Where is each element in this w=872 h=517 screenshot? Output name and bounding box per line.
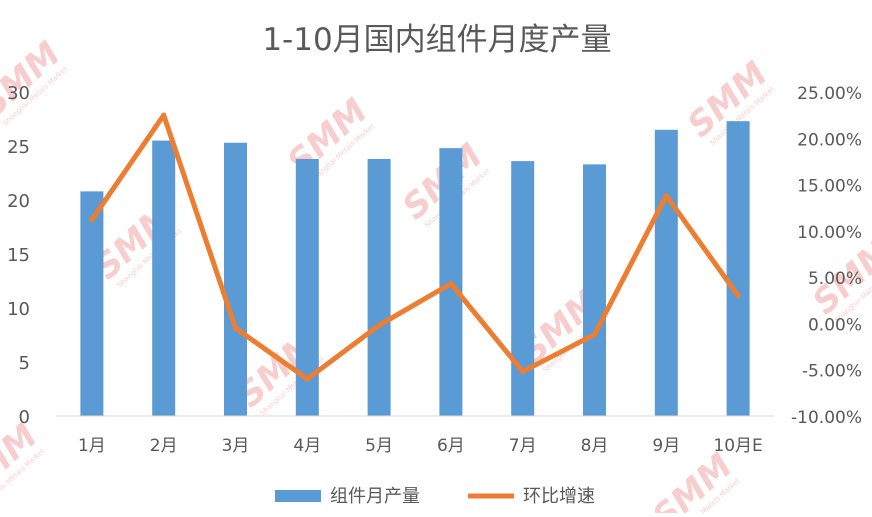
right-axis-tick-label: 5.00% <box>808 269 862 289</box>
category-label: 6月 <box>437 436 465 456</box>
watermark-logo-text: SMM <box>645 446 740 513</box>
bar <box>654 129 678 417</box>
line-point <box>592 332 597 338</box>
line-point <box>233 325 238 331</box>
right-axis-tick-label: 15.00% <box>797 177 862 197</box>
bar <box>367 158 391 416</box>
line-point <box>663 193 669 199</box>
category-label: 9月 <box>652 436 680 456</box>
left-axis-ticks: 0 5 10 15 20 25 30 <box>7 83 30 428</box>
left-axis-tick-label: 30 <box>7 83 30 104</box>
right-axis-tick-label: -5.00% <box>802 362 862 382</box>
left-axis-tick-label: 10 <box>7 299 30 320</box>
category-label: 1月 <box>78 436 106 456</box>
category-label: 10月E <box>713 436 762 456</box>
right-axis-tick-label: 10.00% <box>797 223 862 243</box>
right-axis-tick-label: 25.00% <box>797 84 862 104</box>
right-axis-tick-label: 0.00% <box>808 315 862 335</box>
bar-series <box>80 121 750 417</box>
line-point <box>304 376 310 382</box>
left-axis-tick-label: 15 <box>7 245 30 266</box>
right-axis-tick-label: 20.00% <box>797 130 862 150</box>
chart-title: 1-10月国内组件月度产量 <box>262 22 611 58</box>
line-point <box>376 322 382 328</box>
legend: 组件月产量 环比增速 <box>275 486 595 507</box>
legend-swatch-bar <box>275 490 321 502</box>
watermark-logo-text: SMM <box>0 416 45 508</box>
bar <box>224 142 247 416</box>
bar <box>583 164 606 416</box>
growth-rate-line <box>89 112 741 382</box>
right-axis-tick-label: -10.00% <box>791 408 862 428</box>
category-label: 2月 <box>150 436 178 456</box>
left-axis-tick-label: 0 <box>19 407 30 428</box>
category-label: 8月 <box>581 436 609 456</box>
bar <box>80 191 104 416</box>
bar <box>152 140 176 416</box>
line-point <box>89 217 95 223</box>
left-axis-tick-label: 25 <box>7 137 30 158</box>
category-label: 5月 <box>365 436 393 456</box>
bar <box>295 158 319 416</box>
category-label: 4月 <box>293 436 321 456</box>
right-axis-ticks: -10.00% -5.00% 0.00% 5.00% 10.00% 15.00% 20.00… <box>791 84 862 428</box>
line-series <box>89 112 741 382</box>
bar <box>726 121 750 416</box>
line-point <box>161 112 167 118</box>
line-point <box>735 293 741 299</box>
bar <box>511 161 535 416</box>
category-label: 3月 <box>222 436 250 456</box>
line-point <box>448 281 454 287</box>
line-point <box>520 369 526 375</box>
left-axis-tick-label: 20 <box>7 191 30 212</box>
left-axis-tick-label: 5 <box>19 353 30 374</box>
category-label: 7月 <box>509 436 537 456</box>
legend-label-line: 环比增速 <box>523 486 595 507</box>
x-axis-ticks: 1月 2月 3月 4月 5月 6月 7月 8月 9月 10月E <box>78 436 763 456</box>
legend-label-bar: 组件月产量 <box>330 486 420 507</box>
